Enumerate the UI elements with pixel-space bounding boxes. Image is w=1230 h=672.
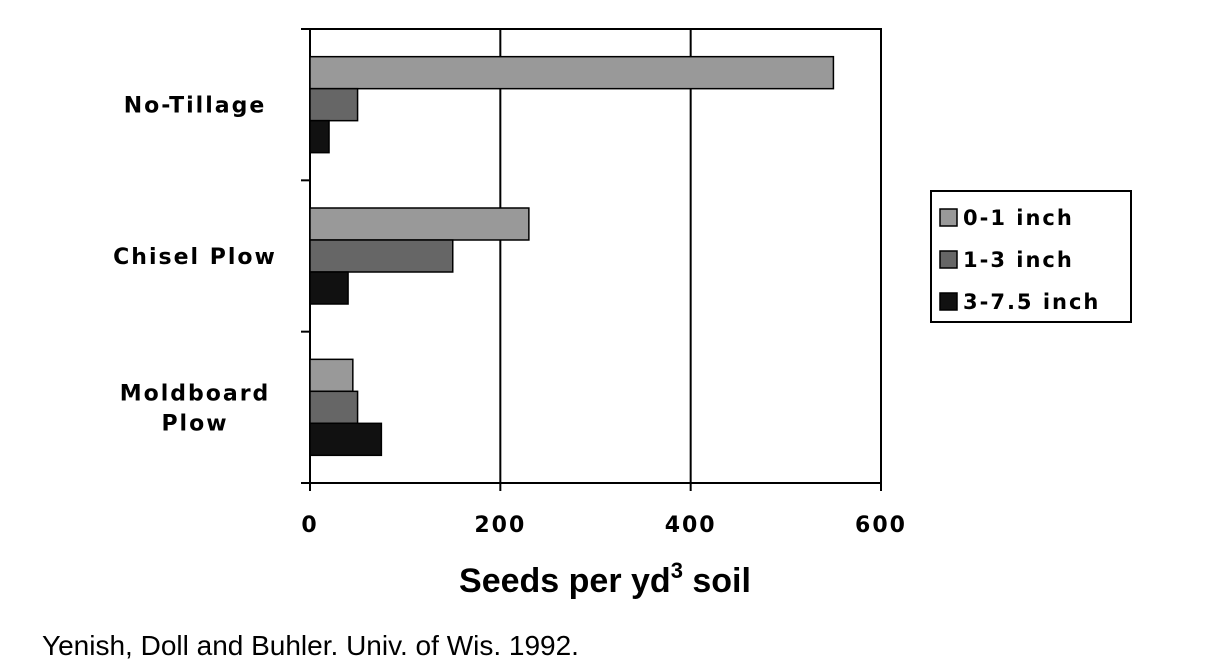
source-citation: Yenish, Doll and Buhler. Univ. of Wis. 1… [42,630,579,661]
bar [309,390,359,425]
legend-swatch [939,292,958,311]
plot-area [309,28,882,484]
x-tick-label: 0 [301,513,318,538]
legend-box [930,190,1132,323]
bar [309,87,359,122]
category-label: Moldboard [120,381,271,406]
category-label: No-Tillage [124,94,267,119]
bar [309,422,383,457]
legend-swatch [939,250,958,269]
legend: 0-1 inch 1-3 inch 3-7.5 inch [930,190,1132,323]
bar [309,239,454,273]
bar [309,119,330,154]
bar [309,55,835,90]
legend-swatch [939,208,958,227]
y-axis: No-Tillage Chisel Plow Moldboard Plow [113,28,310,484]
x-axis-title: Seeds per yd3 soil [459,558,751,600]
legend-label: 0-1 inch [963,206,1074,230]
bar [309,207,530,241]
category-label: Chisel Plow [113,245,277,270]
category-label: Plow [161,411,228,436]
bar [309,271,349,305]
x-tick-label: 600 [855,513,907,538]
bar [309,358,354,393]
x-axis: 0 200 400 600 [301,483,907,538]
x-tick-label: 200 [474,513,526,538]
legend-label: 3-7.5 inch [963,290,1100,314]
x-tick-label: 400 [665,513,717,538]
legend-label: 1-3 inch [963,248,1074,272]
